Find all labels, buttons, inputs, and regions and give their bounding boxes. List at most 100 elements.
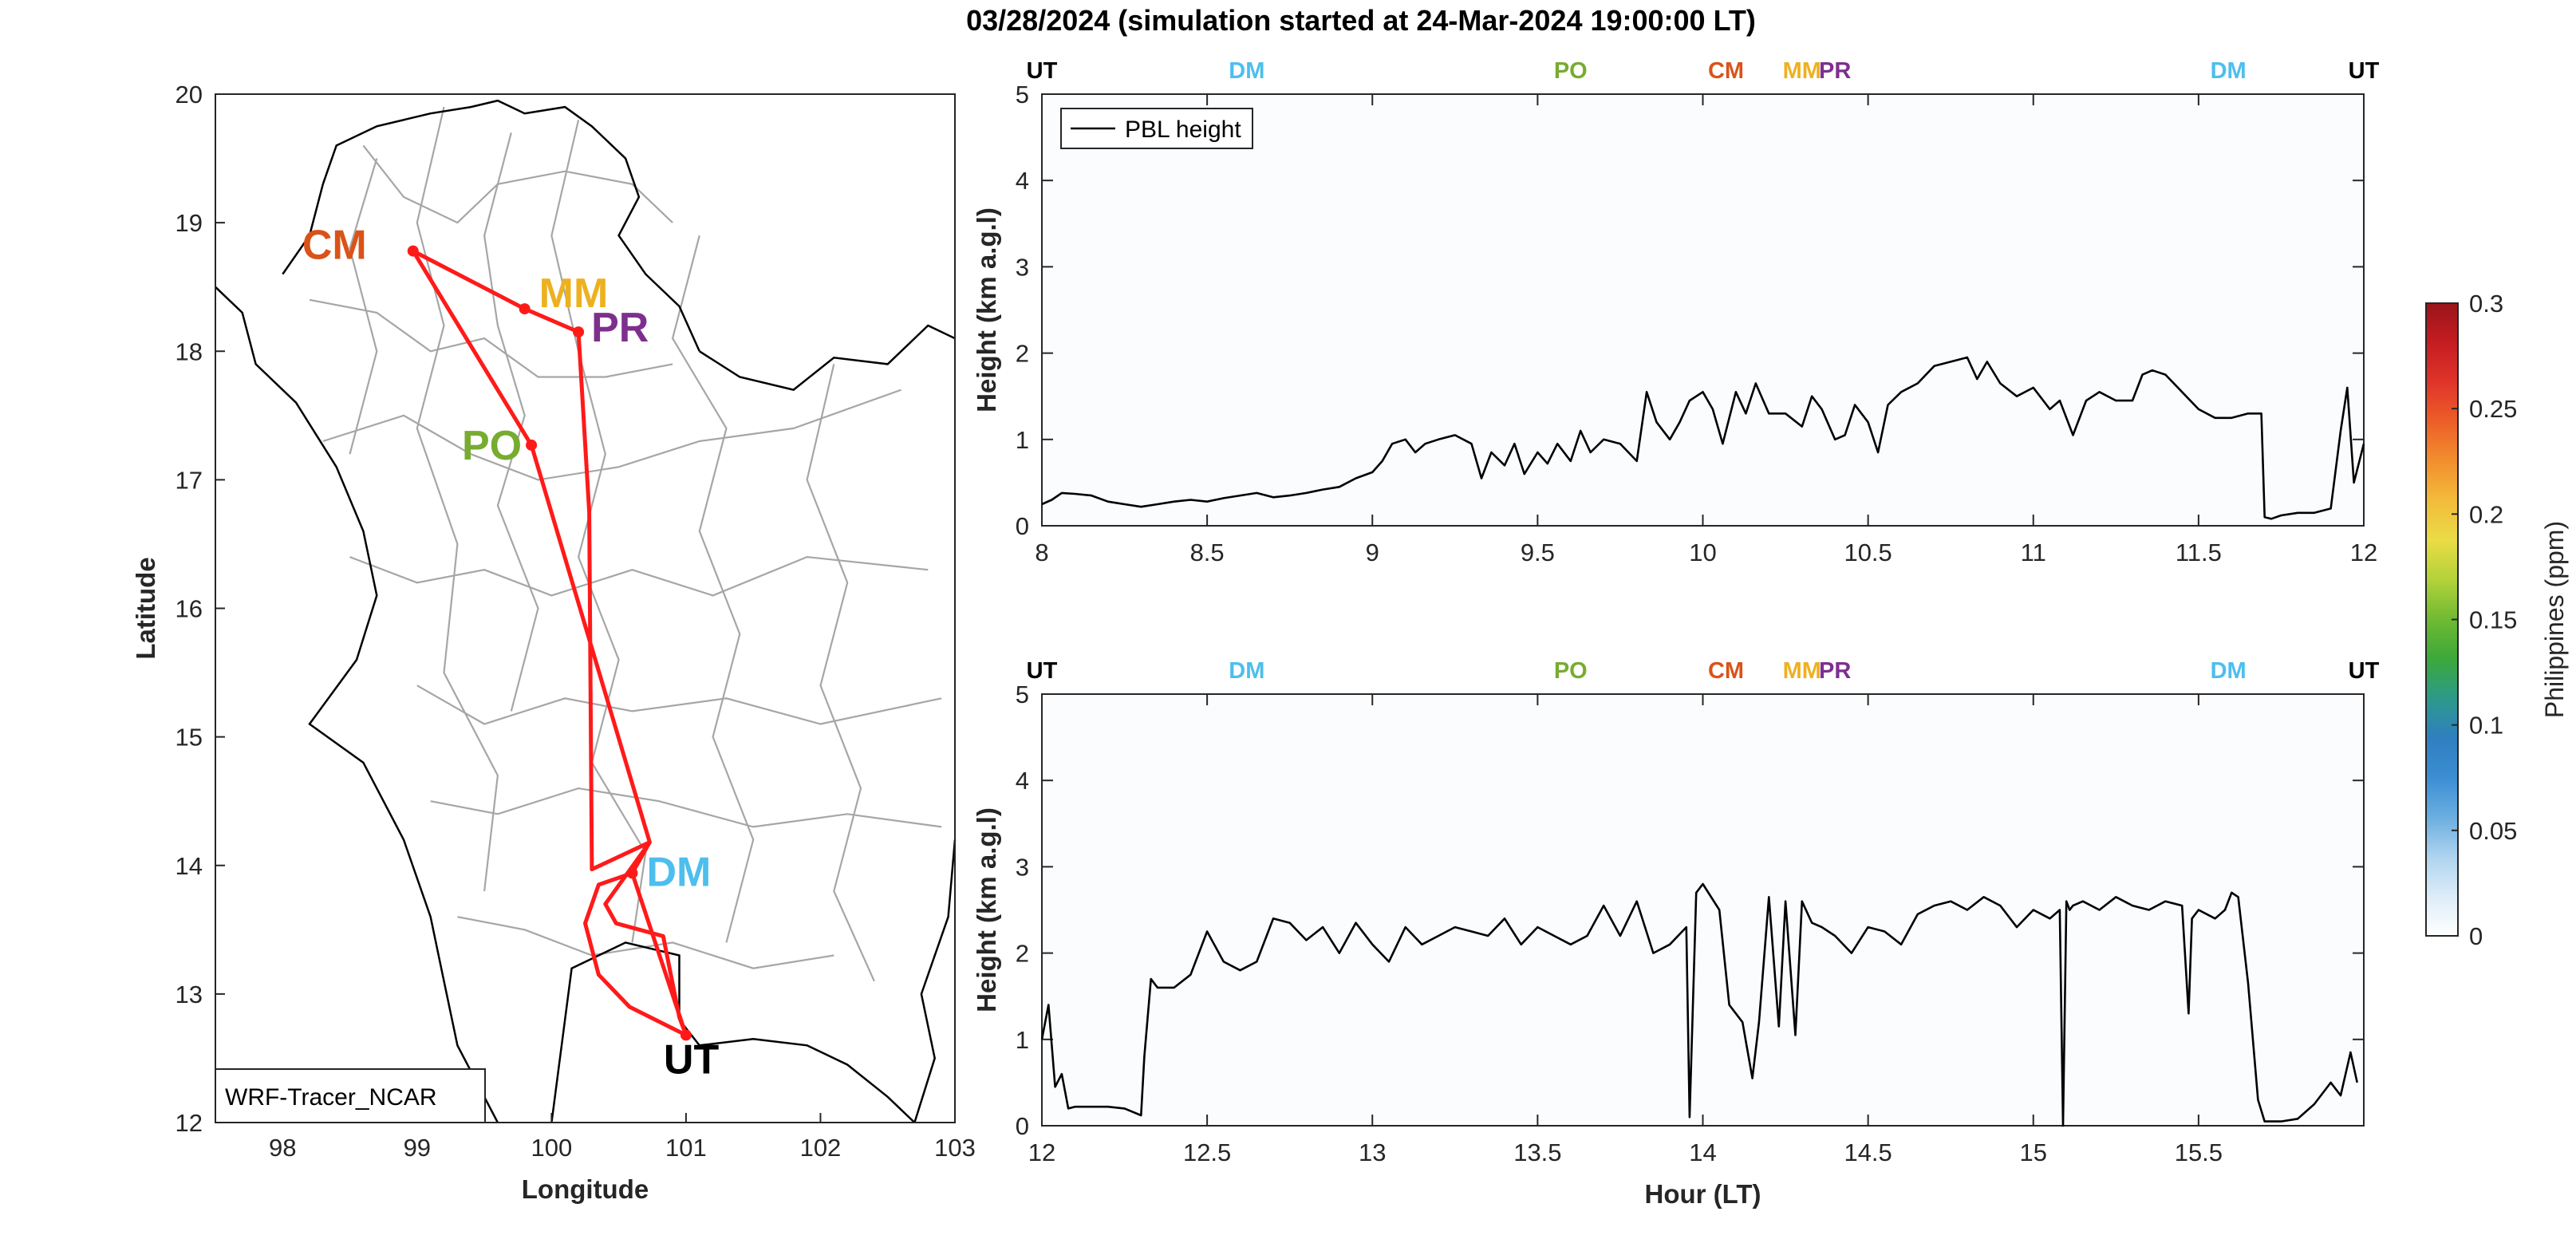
site-marker-pr: PR [1819, 58, 1851, 84]
map-y-tick-label: 14 [176, 852, 203, 880]
site-marker-ut: UT [1027, 58, 1058, 84]
colorbar-tick-label: 0.3 [2469, 290, 2503, 318]
map-y-tick-label: 16 [176, 595, 203, 623]
map-legend-text: WRF-Tracer_NCAR [225, 1084, 437, 1111]
pbl-height-line [1041, 356, 2365, 520]
x-tick-label: 14.5 [1844, 1138, 1892, 1166]
map-x-tick-label: 100 [531, 1134, 572, 1162]
map-x-tick-label: 98 [269, 1134, 296, 1162]
colorbar-label: Philippines (ppm) [2540, 521, 2569, 718]
x-tick-label: 11.5 [2176, 539, 2222, 566]
site-point-po [526, 439, 538, 451]
colorbar-tick-label: 0.1 [2469, 712, 2503, 740]
province-border [457, 916, 834, 969]
y-tick-label: 1 [1016, 426, 1029, 454]
x-tick-label: 15 [2020, 1138, 2047, 1166]
province-border [430, 787, 942, 828]
site-marker-ut: UT [2349, 658, 2380, 684]
colorbar-tick-label: 0.15 [2469, 606, 2517, 634]
map-y-tick-label: 19 [176, 209, 203, 237]
map-y-tick-label: 13 [176, 981, 203, 1008]
site-marker-dm: DM [1229, 658, 1264, 684]
site-marker-dm: DM [2211, 58, 2247, 84]
site-label-ut: UT [664, 1036, 720, 1083]
coastline [913, 839, 957, 1123]
coastline [550, 941, 916, 1123]
map-x-tick-label: 102 [800, 1134, 842, 1162]
legend-label: PBL height [1125, 116, 1241, 143]
y-tick-label: 5 [1016, 81, 1029, 109]
plot-area [1041, 93, 2365, 527]
site-marker-ut: UT [2349, 58, 2380, 84]
x-tick-label: 13.5 [1513, 1138, 1561, 1166]
site-marker-po: PO [1554, 58, 1588, 84]
colorbar-tick-label: 0.05 [2469, 817, 2517, 845]
site-marker-ut: UT [1027, 658, 1058, 684]
colorbar: 0 0.05 0.1 0.15 0.2 0.25 0.3 Philippines (ppm) [2425, 290, 2569, 950]
province-border [349, 158, 378, 455]
x-tick-label: 14 [1689, 1138, 1716, 1166]
site-marker-dm: DM [1229, 58, 1264, 84]
map-x-axis-label: Longitude [522, 1174, 649, 1204]
x-tick-label: 12 [1028, 1138, 1055, 1166]
y-tick-label: 2 [1016, 340, 1029, 368]
x-tick-label: 9 [1366, 539, 1379, 566]
map-legend: WRF-Tracer_NCAR [215, 1068, 486, 1123]
y-tick-label: 4 [1016, 167, 1029, 195]
colorbar-tick-label: 0.2 [2469, 500, 2503, 528]
map-y-tick-label: 18 [176, 337, 203, 365]
y-tick-label: 0 [1016, 1112, 1029, 1140]
y-tick-label: 3 [1016, 253, 1029, 281]
site-label-cm: CM [302, 223, 367, 269]
province-border [483, 132, 539, 712]
site-point-cm [407, 245, 419, 257]
pbl-height-line [1040, 882, 2358, 1127]
x-tick-label: 15.5 [2175, 1138, 2223, 1166]
map-y-tick-label: 12 [176, 1109, 203, 1137]
map-y-tick-label: 17 [176, 466, 203, 494]
province-border [416, 685, 942, 725]
coastline [699, 324, 956, 391]
x-tick-label: 10 [1689, 539, 1716, 566]
province-border [349, 555, 929, 597]
map-y-tick-label: 15 [176, 724, 203, 752]
x-tick-label: 13 [1359, 1138, 1386, 1166]
y-tick-label: 3 [1016, 853, 1029, 881]
y-tick-label: 5 [1016, 681, 1029, 708]
y-tick-label: 0 [1016, 512, 1029, 540]
province-border [362, 144, 673, 224]
map-x-tick-label: 103 [934, 1134, 976, 1162]
province-border [309, 298, 673, 378]
map-panel: 98 99 100 101 102 103 12 13 14 15 16 17 18 19 20 Long… [131, 81, 976, 1204]
province-border [416, 106, 499, 892]
plot-area [1041, 693, 2365, 1127]
province-border [806, 364, 875, 982]
site-marker-po: PO [1554, 658, 1588, 684]
province-border [550, 119, 647, 943]
map-y-tick-label: 20 [176, 81, 203, 109]
x-tick-label: 8.5 [1190, 539, 1225, 566]
site-marker-cm: CM [1708, 58, 1744, 84]
site-marker-dm: DM [2211, 658, 2247, 684]
x-tick-label: 12 [2350, 539, 2377, 566]
y-tick-label: 4 [1016, 767, 1029, 795]
x-tick-label: 8 [1035, 539, 1048, 566]
y-tick-label: 1 [1016, 1026, 1029, 1054]
site-label-po: PO [462, 423, 522, 469]
colorbar-tick-label: 0 [2469, 922, 2483, 950]
y-axis-label: Height (km a.g.l) [972, 207, 1001, 412]
map-x-tick-label: 99 [404, 1134, 431, 1162]
y-axis-label: Height (km a.g.l) [972, 807, 1001, 1012]
x-tick-label: 10.5 [1844, 539, 1892, 566]
x-tick-label: 9.5 [1521, 539, 1555, 566]
y-tick-label: 2 [1016, 940, 1029, 968]
map-gridlines [309, 106, 942, 982]
x-tick-label: 11 [2021, 539, 2046, 566]
coastline [215, 286, 499, 1123]
hour-axis-label: Hour (LT) [1644, 1179, 1761, 1209]
map-y-axis-label: Latitude [131, 557, 160, 659]
